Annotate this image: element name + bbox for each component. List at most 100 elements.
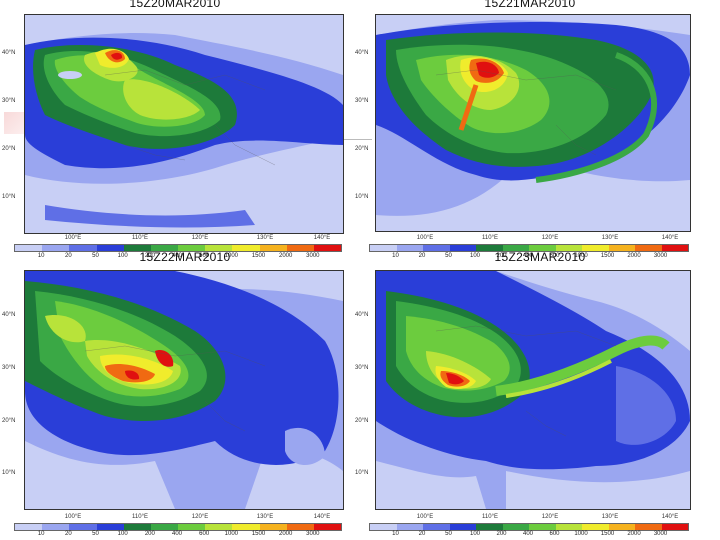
colorbar-segment [15,245,43,251]
colorbar-segment [529,245,556,251]
lat-tick: 30°N [2,98,16,104]
colorbar-label: 1000 [574,253,588,259]
colorbar-label: 1500 [251,531,266,537]
panel-title: 15Z23MAR2010 [494,250,586,264]
lon-tick: 140°E [661,235,679,241]
colorbar-label: 10 [392,531,399,537]
colorbar-label: 400 [522,531,534,537]
lon-tick: 100°E [64,514,82,520]
colorbar-segment [42,524,70,530]
lat-tick: 20°N [2,418,16,424]
decorative-swatch [4,112,24,134]
colorbar-segment [96,245,124,251]
map-panel-4: 15Z23MAR2010 40°N 30°N 20°N 10°N 100° [355,250,705,540]
lat-tick: 10°N [355,194,369,200]
colorbar-label: 2000 [278,531,293,537]
colorbar-segment [205,524,233,530]
colorbar-label: 10 [37,531,45,537]
panel-title: 15Z21MAR2010 [484,0,576,10]
colorbar-label: 3000 [653,253,668,259]
colorbar-label: 2000 [278,253,293,259]
colorbar-segment [96,524,124,530]
colorbar-label: 2000 [627,253,641,259]
colorbar-labels: 10 20 50 100 200 400 600 1000 1500 2000 3000 [369,253,687,261]
map-area [24,14,344,234]
colorbar-labels: 10 20 50 100 200 400 600 1000 1500 2000 3000 [369,531,687,539]
colorbar-segment [529,524,556,530]
colorbar-segment [178,245,206,251]
panel-title: 15Z22MAR2010 [139,250,231,264]
lat-tick: 10°N [2,470,16,476]
colorbar-segment [15,524,43,530]
colorbar-segment [313,524,342,530]
colorbar-label: 10 [392,253,399,259]
lon-tick: 110°E [132,235,148,241]
lon-tick: 120°E [541,235,559,241]
colorbar [14,244,342,252]
colorbar-labels: 10 20 50 100 200 400 600 1000 1500 2000 3000 [14,531,340,539]
colorbar-segment [635,245,662,251]
lon-tick: 130°E [256,235,274,241]
colorbar-segment [476,524,503,530]
lon-tick: 130°E [256,514,274,520]
map-graphic [376,271,690,509]
colorbar-segment [449,245,476,251]
colorbar-segment [396,245,423,251]
lon-tick: 140°E [661,514,679,520]
colorbar-segment [555,524,582,530]
colorbar-label: 100 [469,253,481,259]
colorbar-segment [69,524,97,530]
colorbar-segment [259,524,287,530]
decorative-line [342,139,372,140]
lat-tick: 40°N [355,50,369,56]
colorbar-label: 3000 [306,253,320,259]
colorbar-segment [608,524,635,530]
lon-tick: 100°E [416,514,434,520]
map-graphic [25,271,343,509]
colorbar-label: 50 [445,253,452,259]
colorbar-segment [42,245,70,251]
colorbar-label: 200 [144,531,155,537]
colorbar-label: 200 [496,531,507,537]
colorbar-labels: 10 20 50 100 200 400 600 1000 1500 2000 3000 [14,253,340,261]
lon-tick: 100°E [416,235,434,241]
colorbar-label: 1500 [600,531,615,537]
colorbar-label: 100 [117,253,128,259]
colorbar-label: 600 [199,253,210,259]
colorbar-label: 600 [549,253,560,259]
colorbar-segment [286,524,314,530]
lon-tick: 110°E [482,235,498,241]
colorbar-label: 20 [64,253,72,259]
colorbar-segment [205,245,233,251]
map-panel-3: 15Z22MAR2010 40°N 30°N 20°N 10°N 100° [0,250,350,540]
colorbar-segment [123,245,151,251]
colorbar-segment [370,245,397,251]
colorbar-segment [259,245,287,251]
colorbar-segment [232,524,260,530]
lon-tick: 120°E [191,235,209,241]
colorbar-label: 10 [37,253,45,259]
lon-tick: 130°E [601,514,619,520]
colorbar [369,523,689,531]
colorbar-segment [661,245,688,251]
colorbar-segment [502,245,529,251]
lon-tick: 140°E [313,235,331,241]
colorbar-segment [555,245,582,251]
map-graphic [376,15,690,231]
lat-tick: 30°N [355,98,369,104]
map-area [24,270,344,510]
colorbar-segment [582,524,609,530]
lon-tick: 110°E [132,514,148,520]
map-area [375,270,691,510]
colorbar-label: 400 [171,531,183,537]
colorbar-segment [582,245,609,251]
colorbar-label: 1500 [600,253,615,259]
colorbar-segment [635,524,662,530]
colorbar-segment [313,245,342,251]
colorbar-label: 50 [92,531,99,537]
colorbar-label: 600 [549,531,560,537]
colorbar-segment [502,524,529,530]
colorbar-label: 1500 [251,253,266,259]
map-panel-2: 15Z21MAR2010 40°N 30°N 20°N 10°N 100°E 1… [355,0,705,268]
lat-tick: 30°N [2,365,16,371]
